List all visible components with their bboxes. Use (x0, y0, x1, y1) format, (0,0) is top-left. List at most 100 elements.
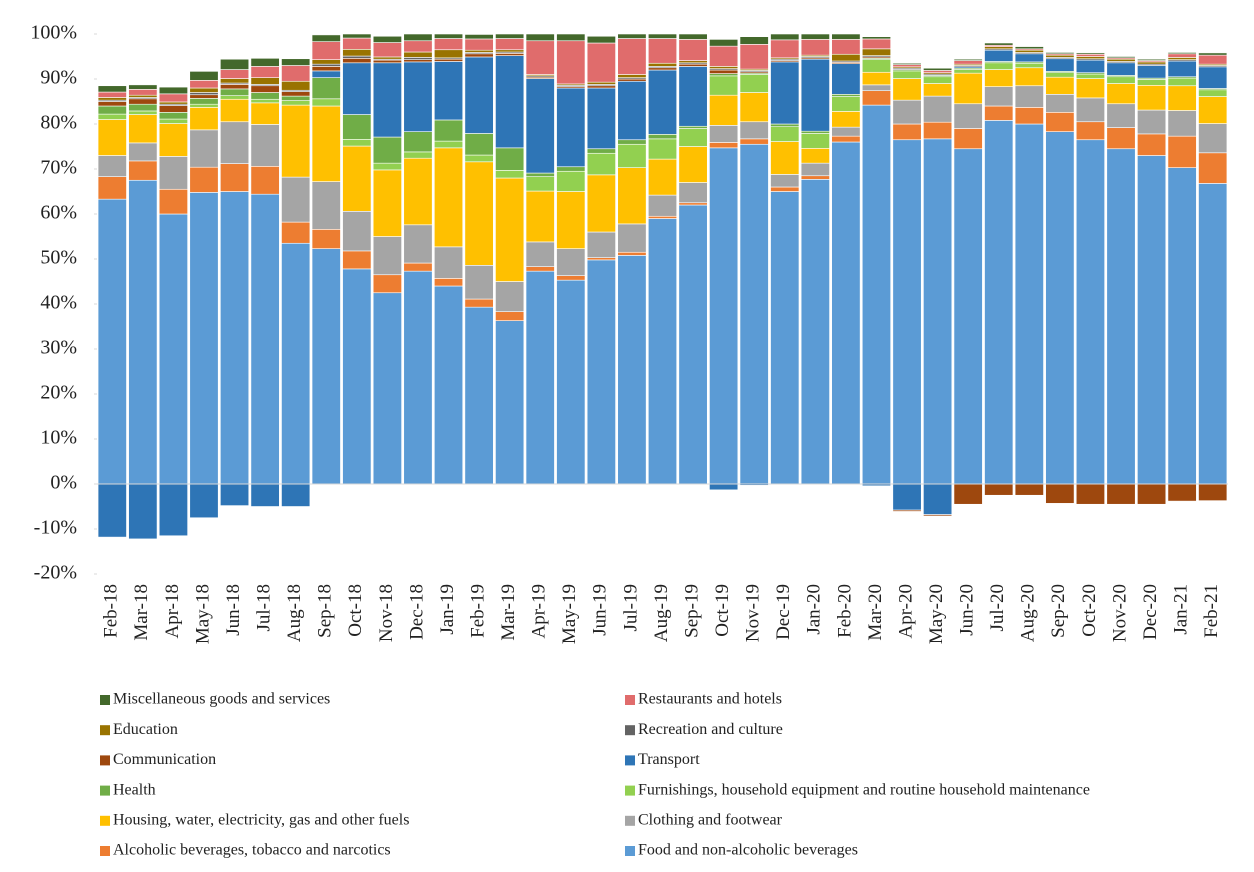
bar-segment (128, 179, 158, 485)
legend-label: Recreation and culture (638, 721, 783, 738)
bar-segment (434, 49, 464, 59)
bar-segment (770, 126, 800, 142)
bar-segment (403, 33, 433, 42)
bar-segment (556, 279, 586, 485)
y-tick-label: -20% (34, 562, 77, 584)
bar-segment (525, 33, 555, 42)
bar-segment (1106, 56, 1136, 59)
x-tick-label: Jan-19 (437, 584, 458, 635)
bar-segment (892, 509, 922, 512)
x-tick-label: Oct-18 (345, 584, 366, 637)
bar-segment (403, 131, 433, 153)
bar-segment (1198, 152, 1228, 184)
bar-segment (281, 104, 311, 178)
bar-segment (189, 103, 219, 108)
bar-segment (861, 90, 891, 106)
bar-segment (586, 42, 616, 83)
bar-segment (1075, 483, 1105, 505)
bar-segment (984, 105, 1014, 121)
bar-segment (97, 97, 127, 101)
x-tick-label: Feb-21 (1201, 584, 1222, 638)
bar-segment (1014, 483, 1044, 496)
bar-segment (800, 39, 830, 56)
bar-segment (220, 191, 250, 485)
legend-swatch (100, 725, 110, 736)
bar-segment (1106, 62, 1136, 76)
x-tick-label: Jul-19 (620, 584, 641, 632)
bar-segment (189, 192, 219, 485)
bar-segment (281, 483, 311, 507)
bar-segment (1167, 85, 1197, 111)
bar-segment (739, 92, 769, 123)
bar-segment (953, 72, 983, 105)
bar-segment (709, 125, 739, 143)
bar-segment (953, 128, 983, 150)
bar-segment (953, 483, 983, 505)
bar-segment (770, 191, 800, 485)
bar-segment (372, 236, 402, 276)
bar-segment (1167, 135, 1197, 168)
x-tick-label: Apr-19 (529, 584, 550, 639)
bar-segment (647, 138, 678, 160)
bar-segment (556, 248, 586, 276)
bar-segment (586, 257, 616, 261)
bar-segment (678, 66, 708, 127)
bar-segment (1137, 155, 1167, 485)
bar-segment (128, 103, 158, 112)
bar-segment (189, 98, 219, 105)
legend-label: Transport (638, 751, 700, 768)
bar-segment (800, 58, 830, 132)
bar-segment (525, 176, 555, 192)
bar-segment (647, 158, 678, 196)
x-tick-label: May-19 (559, 584, 580, 644)
bar-segment (1106, 76, 1136, 84)
bar-segment (984, 62, 1014, 70)
bar-segment (586, 87, 616, 150)
legend-swatch (100, 695, 110, 705)
bar-segment (311, 77, 341, 100)
bar-segment (372, 292, 402, 485)
bar-segment (403, 51, 433, 58)
bar-segment (586, 35, 616, 44)
bar-segment (250, 66, 280, 78)
bar-segment (1075, 56, 1105, 60)
bar-segment (800, 133, 830, 149)
bar-segment (831, 111, 861, 128)
bar-segment (617, 255, 647, 485)
legend-label: Alcoholic beverages, tobacco and narcoti… (113, 842, 391, 859)
bar-segment (770, 186, 800, 192)
bar-segment (281, 176, 311, 223)
bar-segment (678, 125, 708, 129)
bar-segment (189, 166, 219, 193)
bar-segment (372, 169, 402, 237)
bar-segment (1014, 85, 1044, 108)
bar-segment (1045, 483, 1075, 504)
bar-segment (97, 483, 127, 538)
bar-segment (831, 94, 861, 97)
y-tick-label: 20% (40, 382, 77, 404)
bar-segment (1014, 53, 1044, 63)
y-tick-label: 60% (40, 202, 77, 224)
bar-segment (158, 101, 188, 105)
bar-segment (1014, 67, 1044, 87)
bar-segment (1137, 58, 1167, 61)
bar-segment (800, 33, 830, 40)
bar-segment (1014, 123, 1044, 485)
bar-segment (647, 194, 678, 217)
bar-segment (311, 41, 341, 60)
bar-segment (678, 204, 708, 485)
bar-segment (953, 103, 983, 129)
bar-segment (1167, 57, 1197, 60)
bar-segment (1075, 53, 1105, 57)
bar-segment (892, 70, 922, 79)
bar-segment (128, 142, 158, 162)
bar-segment (617, 251, 647, 256)
bar-segment (770, 174, 800, 188)
bar-segment (617, 223, 647, 253)
y-tick-label: 50% (40, 247, 77, 269)
bar-segment (525, 172, 555, 177)
bar-segment (861, 48, 891, 56)
bar-segment (861, 59, 891, 73)
y-tick-label: 90% (40, 67, 77, 89)
bar-segment (464, 49, 494, 53)
